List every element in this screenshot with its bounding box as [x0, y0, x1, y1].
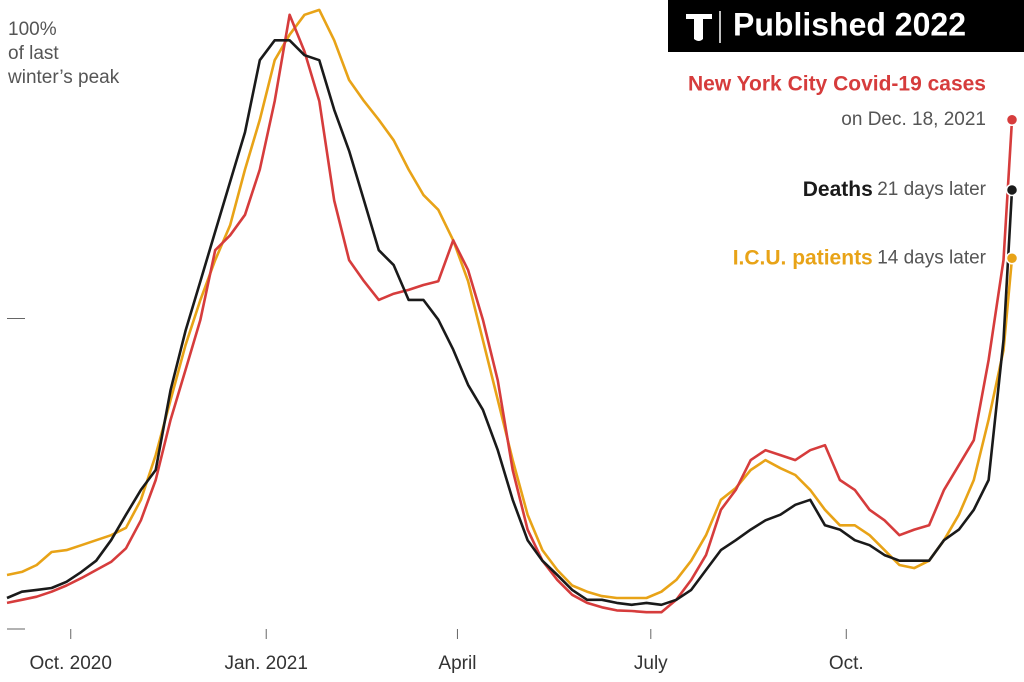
y-tick-label: 100%: [8, 19, 57, 40]
badge: Published 2022: [733, 6, 966, 42]
y-axis-label: winter’s peak: [7, 67, 120, 88]
series-name: I.C.U. patients: [733, 246, 873, 269]
series-line: [6, 8, 1014, 600]
y-axis-label: of last: [8, 43, 59, 64]
end-dot: [1005, 252, 1019, 265]
logo: [686, 14, 712, 41]
x-tick-label: July: [634, 653, 668, 674]
end-dot: [1005, 183, 1019, 197]
series-note: 14 days later: [877, 247, 986, 268]
badge-box: [668, 0, 1024, 52]
series-label: I.C.U. patients 14 days later: [733, 246, 987, 269]
x-tick-label: Oct.: [829, 653, 864, 674]
series-note: on Dec. 18, 2021: [841, 109, 986, 130]
x-tick-label: Oct. 2020: [30, 653, 112, 674]
series-label: Deaths 21 days later: [803, 177, 987, 200]
x-tick-label: Jan. 2021: [224, 653, 307, 674]
series-line: [6, 39, 1014, 607]
series-note: 21 days later: [877, 179, 986, 200]
end-dot: [1005, 113, 1019, 127]
series-name: Deaths: [803, 177, 873, 200]
series-line: [6, 13, 1014, 614]
series-name: New York City Covid-19 cases: [688, 72, 986, 95]
x-tick-label: April: [438, 653, 476, 674]
